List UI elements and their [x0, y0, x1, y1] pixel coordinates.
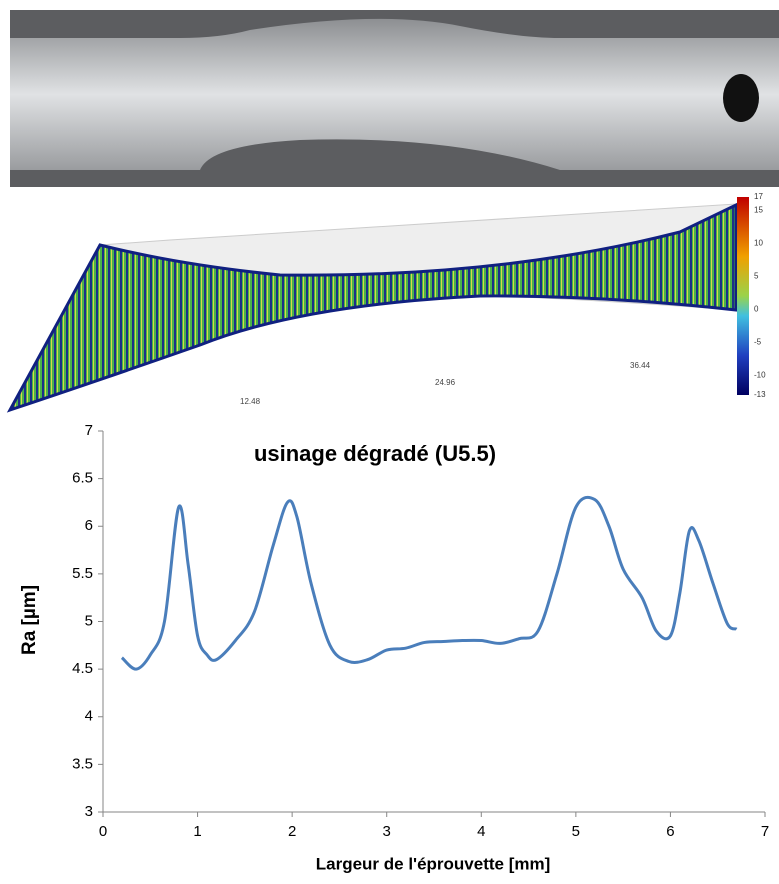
colorbar-tick-label: 17 — [754, 192, 763, 201]
y-tick-label: 7 — [85, 422, 93, 439]
colorbar-tick-label: -10 — [754, 370, 766, 379]
render-axis-label: 12.48 — [240, 397, 261, 406]
y-tick-label: 4.5 — [72, 660, 93, 677]
x-tick-label: 4 — [477, 823, 485, 840]
x-tick-label: 3 — [383, 823, 391, 840]
y-axis-label: Ra [µm] — [19, 585, 40, 655]
x-tick-label: 7 — [761, 823, 769, 840]
y-tick-label: 4 — [85, 708, 93, 725]
colorbar-tick-label: -5 — [754, 337, 762, 346]
y-tick-label: 5 — [85, 612, 93, 629]
x-tick-label: 2 — [288, 823, 296, 840]
x-tick-label: 0 — [99, 823, 107, 840]
x-tick-label: 1 — [193, 823, 201, 840]
surface-render — [6, 197, 749, 413]
colorbar-tick-label: 5 — [754, 271, 759, 280]
render-axis-label: 24.96 — [435, 378, 456, 387]
chart-title: usinage dégradé (U5.5) — [254, 441, 496, 466]
render-axis-label: 36.44 — [630, 361, 651, 370]
y-tick-label: 3 — [85, 803, 93, 820]
x-axis-label: Largeur de l'éprouvette [mm] — [316, 854, 551, 873]
colorbar-tick-label: -13 — [754, 390, 766, 399]
x-tick-label: 6 — [666, 823, 674, 840]
photo — [10, 10, 779, 187]
colorbar — [737, 197, 749, 395]
colorbar-tick-label: 15 — [754, 205, 763, 214]
y-tick-label: 3.5 — [72, 755, 93, 772]
y-tick-label: 6.5 — [72, 470, 93, 487]
x-tick-label: 5 — [572, 823, 580, 840]
y-tick-label: 5.5 — [72, 565, 93, 582]
data-line — [120, 495, 738, 671]
colorbar-tick-label: 10 — [754, 238, 763, 247]
y-tick-label: 6 — [85, 517, 93, 534]
colorbar-tick-label: 0 — [754, 304, 759, 313]
